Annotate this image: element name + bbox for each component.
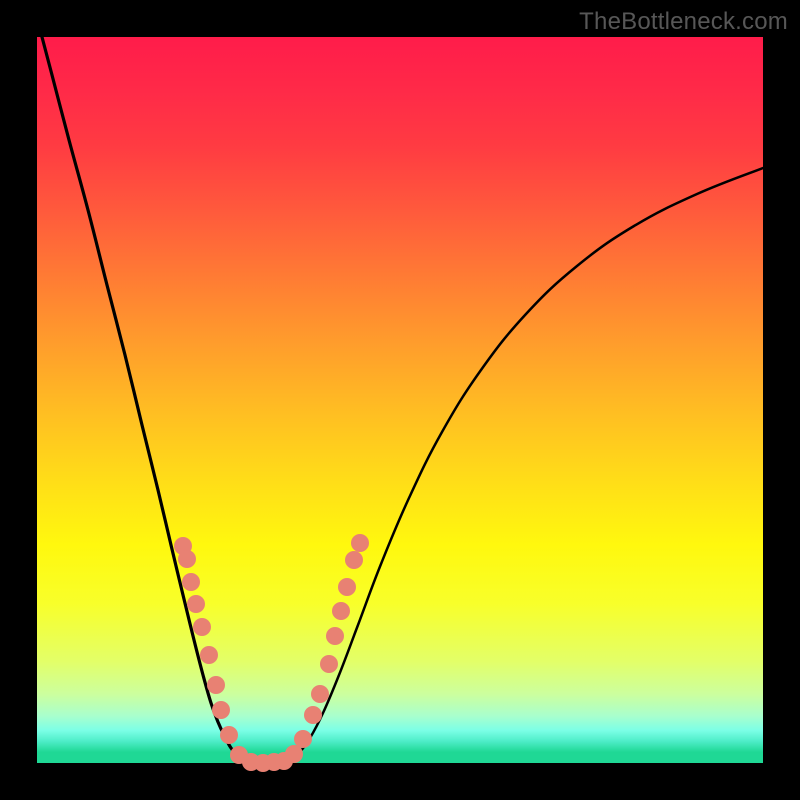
data-point-dot <box>332 602 350 620</box>
data-point-dot <box>304 706 322 724</box>
data-point-dot <box>182 573 200 591</box>
data-point-dot <box>193 618 211 636</box>
data-point-dot <box>326 627 344 645</box>
data-point-dot <box>187 595 205 613</box>
plot-area <box>37 37 763 763</box>
data-point-dot <box>338 578 356 596</box>
data-point-dot <box>351 534 369 552</box>
watermark-text: TheBottleneck.com <box>579 8 788 36</box>
data-point-dot <box>220 726 238 744</box>
dots-layer <box>37 37 763 763</box>
data-point-dot <box>212 701 230 719</box>
data-point-dot <box>178 550 196 568</box>
data-point-dot <box>345 551 363 569</box>
data-point-dot <box>200 646 218 664</box>
chart-stage: TheBottleneck.com <box>0 0 800 800</box>
data-point-dot <box>320 655 338 673</box>
data-point-dot <box>294 730 312 748</box>
data-point-dot <box>311 685 329 703</box>
data-point-dot <box>207 676 225 694</box>
